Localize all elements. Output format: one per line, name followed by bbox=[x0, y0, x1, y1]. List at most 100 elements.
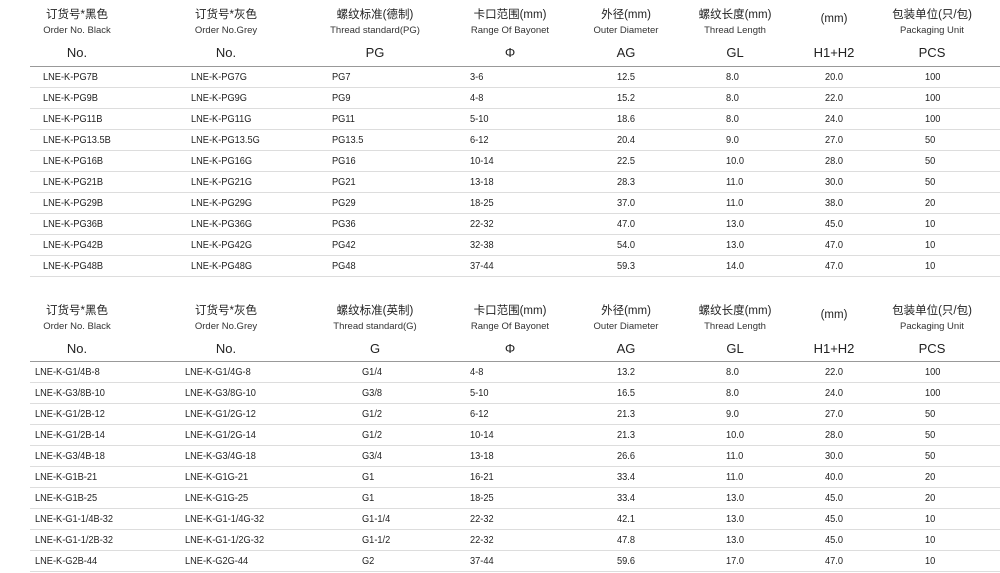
cell: 50 bbox=[925, 134, 936, 146]
cell: PG42 bbox=[332, 239, 356, 251]
cell: LNE-K-G1-1/4B-32 bbox=[35, 513, 114, 525]
row-divider bbox=[30, 571, 1000, 572]
cell: 18-25 bbox=[470, 492, 494, 504]
cell: 14.0 bbox=[726, 260, 744, 272]
cell: 10 bbox=[925, 260, 936, 272]
cell: 13.0 bbox=[726, 239, 744, 251]
header-en: Range Of Bayonet bbox=[470, 321, 550, 332]
cell: G1 bbox=[362, 471, 375, 483]
cell: LNE-K-G2B-44 bbox=[35, 555, 98, 567]
cell: 8.0 bbox=[726, 366, 739, 378]
cell: 4-8 bbox=[470, 92, 484, 104]
header-en: Packaging Unit bbox=[900, 321, 964, 332]
header-en: Outer Diameter bbox=[593, 25, 659, 36]
cell: 21.3 bbox=[617, 408, 635, 420]
header-cn: 订货号*黑色 bbox=[46, 305, 108, 317]
header-cn: 螺纹长度(mm) bbox=[698, 9, 772, 21]
cell: 22.0 bbox=[825, 92, 843, 104]
cell: 6-12 bbox=[470, 408, 489, 420]
row-divider bbox=[30, 550, 1000, 551]
row-divider bbox=[30, 192, 1000, 193]
cell: LNE-K-G1/2B-12 bbox=[35, 408, 105, 420]
cell: 9.0 bbox=[726, 134, 739, 146]
cell: G2 bbox=[362, 555, 375, 567]
cell: PG16 bbox=[332, 155, 356, 167]
cell: LNE-K-PG7G bbox=[191, 71, 247, 83]
header-en: Thread standard(G) bbox=[333, 321, 417, 332]
cell: 10-14 bbox=[470, 155, 494, 167]
cell: LNE-K-PG21G bbox=[191, 176, 253, 188]
cell: 47.0 bbox=[825, 260, 843, 272]
cell: 15.2 bbox=[617, 92, 635, 104]
cell: 37-44 bbox=[470, 260, 494, 272]
cell: 27.0 bbox=[825, 134, 843, 146]
row-divider bbox=[30, 87, 1000, 88]
header-en: Thread Length bbox=[704, 321, 766, 332]
header-cn: 包装单位(只/包) bbox=[892, 9, 972, 21]
cell: PG11 bbox=[332, 113, 355, 125]
cell: 27.0 bbox=[825, 408, 843, 420]
cell: LNE-K-PG42G bbox=[191, 239, 253, 251]
cell: 10 bbox=[925, 555, 936, 567]
cell: 32-38 bbox=[470, 239, 494, 251]
header-cn: 螺纹长度(mm) bbox=[698, 305, 772, 317]
cell: 22-32 bbox=[470, 218, 494, 230]
cell: 20.0 bbox=[825, 71, 843, 83]
cell: LNE-K-G3/4B-18 bbox=[35, 450, 105, 462]
cell: 8.0 bbox=[726, 71, 739, 83]
cell: 4-8 bbox=[470, 366, 484, 378]
cell: 50 bbox=[925, 408, 936, 420]
cell: LNE-K-G1-1/2G-32 bbox=[185, 534, 265, 546]
header-cn: 外径(mm) bbox=[601, 305, 651, 317]
row-divider bbox=[30, 234, 1000, 235]
cell: 5-10 bbox=[470, 113, 489, 125]
cell: PG21 bbox=[332, 176, 356, 188]
header-en: Outer Diameter bbox=[593, 321, 659, 332]
cell: 28.0 bbox=[825, 155, 843, 167]
header-cn: (mm) bbox=[820, 309, 848, 321]
cell: 50 bbox=[925, 450, 936, 462]
cell: 22-32 bbox=[470, 534, 494, 546]
cell: 22.0 bbox=[825, 366, 843, 378]
cell: 100 bbox=[925, 366, 941, 378]
cell: 8.0 bbox=[726, 387, 739, 399]
row-divider bbox=[30, 508, 1000, 509]
cell: G3/4 bbox=[362, 450, 383, 462]
cell: LNE-K-G3/4G-18 bbox=[185, 450, 256, 462]
cell: 24.0 bbox=[825, 113, 843, 125]
cell: 13.0 bbox=[726, 534, 744, 546]
cell: 59.3 bbox=[617, 260, 635, 272]
cell: 5-10 bbox=[470, 387, 489, 399]
cell: 13-18 bbox=[470, 176, 494, 188]
cell: LNE-K-PG36G bbox=[191, 218, 253, 230]
cell: 42.1 bbox=[617, 513, 635, 525]
cell: PG48 bbox=[332, 260, 356, 272]
header-code: GL bbox=[726, 341, 744, 356]
cell: 18.6 bbox=[617, 113, 635, 125]
cell: 28.3 bbox=[617, 176, 635, 188]
cell: 13.0 bbox=[726, 513, 744, 525]
header-divider bbox=[30, 66, 1000, 67]
header-en: Order No. Black bbox=[43, 25, 111, 36]
cell: 54.0 bbox=[617, 239, 635, 251]
cell: PG13.5 bbox=[332, 134, 364, 146]
cell: PG36 bbox=[332, 218, 356, 230]
cell: 59.6 bbox=[617, 555, 635, 567]
cell: 10.0 bbox=[726, 429, 744, 441]
cell: LNE-K-G2G-44 bbox=[185, 555, 249, 567]
cell: 10 bbox=[925, 239, 936, 251]
header-code: No. bbox=[66, 341, 88, 356]
cell: 45.0 bbox=[825, 218, 843, 230]
cell: 30.0 bbox=[825, 450, 843, 462]
cell: LNE-K-PG13.5B bbox=[43, 134, 111, 146]
cell: 20.4 bbox=[617, 134, 635, 146]
cell: LNE-K-PG42B bbox=[43, 239, 104, 251]
cell: LNE-K-G3/8G-10 bbox=[185, 387, 256, 399]
cell: 10.0 bbox=[726, 155, 744, 167]
cell: 37-44 bbox=[470, 555, 494, 567]
cell: G1/2 bbox=[362, 408, 383, 420]
cell: LNE-K-PG48B bbox=[43, 260, 104, 272]
header-code: AG bbox=[616, 45, 636, 60]
cell: 26.6 bbox=[617, 450, 635, 462]
